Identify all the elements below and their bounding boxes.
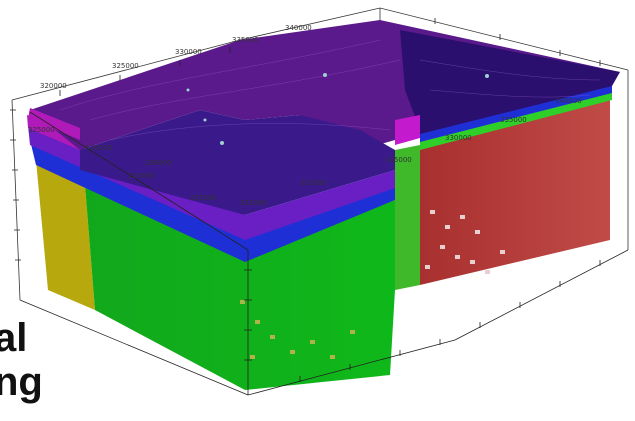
right-green-band [420, 92, 612, 150]
tick-label: 315000 [240, 199, 267, 207]
magenta-edge-cut [395, 115, 420, 145]
axis-labels-left-face: 325000 320000 220000 [28, 126, 155, 180]
tick-label: 220000 [128, 172, 155, 180]
tick-label: 330000 [175, 48, 202, 56]
wireframe-box-front [19, 111, 629, 396]
clipped-heading-line-2: ng [0, 360, 43, 404]
clipped-heading-line-1: al [0, 316, 28, 360]
tick-label: 320000 [300, 179, 327, 187]
red-face-markers [425, 210, 505, 274]
tick-label: 340000 [555, 97, 582, 105]
olive-unit-face [36, 160, 95, 310]
tick-label: 225000 [190, 194, 217, 202]
violet-band-front [28, 125, 395, 240]
top-surface [28, 20, 620, 215]
magenta-band-front [27, 115, 80, 150]
tick-label: 320000 [85, 144, 112, 152]
tick-label: 340000 [285, 24, 312, 32]
axis-labels-cut-inner: 230000 225000 [145, 159, 217, 202]
axis-labels-right-face: 330000 335000 340000 [445, 97, 582, 142]
tick-label: 325000 [112, 62, 139, 70]
cut-green-sliver [395, 145, 420, 290]
tick-label: 330000 [445, 134, 472, 142]
blue-band-front [30, 140, 395, 262]
axis-labels-cut-face: 325000 320000 315000 [240, 156, 412, 207]
tick-label: 320000 [40, 82, 67, 90]
tick-label: 325000 [385, 156, 412, 164]
top-dark-region-right [400, 30, 620, 130]
red-unit-face [420, 95, 610, 285]
right-blue-band [420, 84, 612, 142]
contour-lines [59, 39, 601, 141]
well-markers [186, 73, 489, 145]
top-dark-region-front [80, 110, 395, 215]
green-face-markers [240, 300, 355, 359]
axis-labels-back-top: 320000 325000 330000 335000 340000 [40, 24, 312, 90]
green-unit-face [85, 185, 395, 390]
left-block [27, 115, 395, 390]
tick-label: 335000 [232, 36, 259, 44]
tick-label: 335000 [500, 116, 527, 124]
axis-ticks [10, 18, 601, 382]
tick-label: 325000 [28, 126, 55, 134]
tick-label: 230000 [145, 159, 172, 167]
magenta-ridge [28, 108, 80, 140]
